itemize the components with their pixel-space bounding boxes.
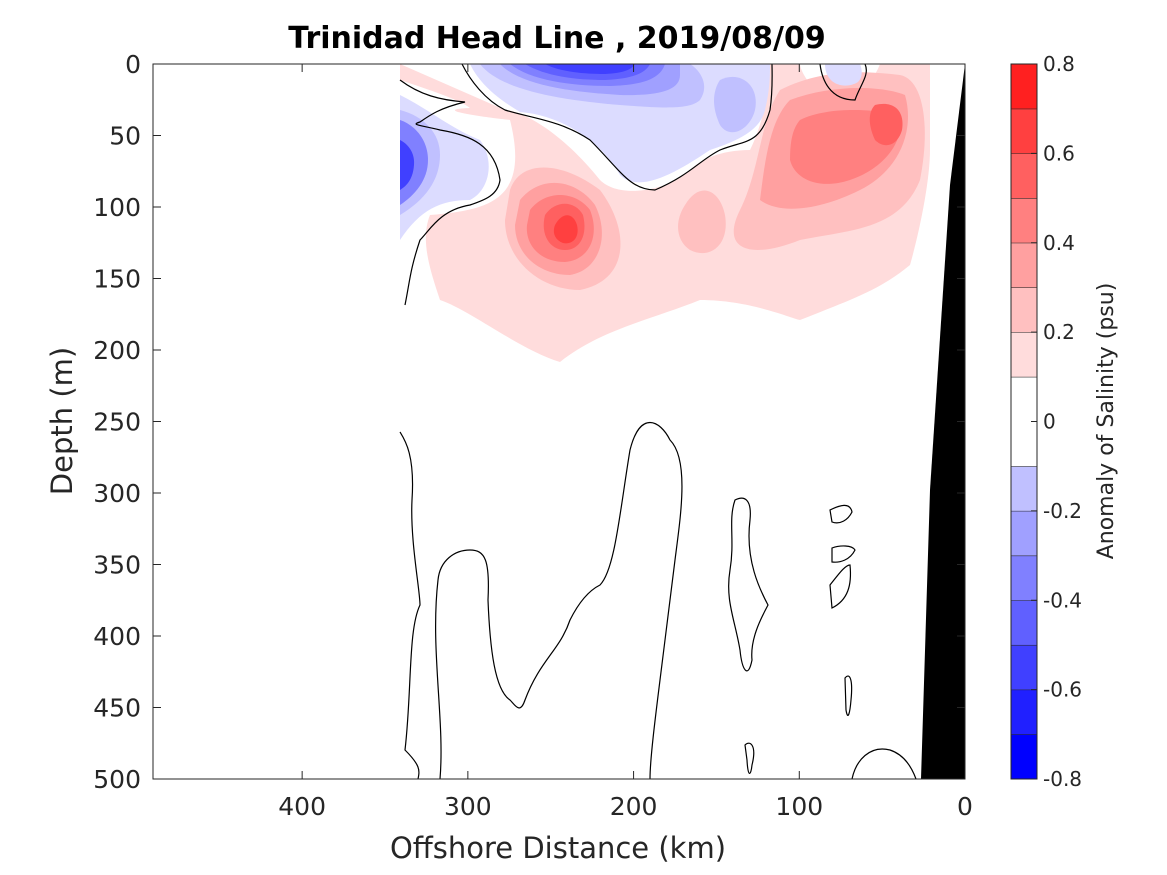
x-axis-ticks: 400 300 200 100 0	[278, 64, 973, 821]
plot-area	[152, 63, 966, 780]
colorbar-segment	[1011, 153, 1037, 199]
colorbar-segment	[1011, 64, 1037, 109]
x-tick-label: 300	[444, 792, 492, 821]
contour-line	[829, 504, 853, 524]
contour-line	[728, 497, 769, 672]
colorbar-segment	[1011, 644, 1037, 690]
y-tick-label: 400	[93, 622, 141, 651]
colorbar-segment	[1011, 466, 1037, 511]
contour-fill-positive-0.5-nearshore	[869, 103, 903, 146]
x-tick-label: 200	[610, 792, 658, 821]
contour-line	[831, 545, 856, 563]
y-axis-label: Depth (m)	[45, 347, 79, 495]
contour-fill-positive-0.2-mid	[678, 190, 726, 254]
contour-line	[399, 431, 421, 779]
colorbar-segment	[1011, 332, 1037, 377]
colorbar-tick-label: 0.2	[1043, 320, 1075, 344]
contour-fill-layer	[400, 64, 930, 362]
contour-line	[844, 675, 853, 716]
colorbar-tick-label: -0.4	[1043, 588, 1082, 612]
y-tick-label: 350	[93, 551, 141, 580]
x-tick-label: 400	[278, 792, 326, 821]
y-tick-label: 250	[93, 408, 141, 437]
colorbar-segment	[1011, 510, 1037, 556]
y-tick-label: 150	[93, 265, 141, 294]
contour-fill-negative-0.1-top	[825, 64, 862, 86]
contour-line	[461, 64, 773, 191]
colorbar-segment	[1011, 287, 1037, 333]
colorbar-segment	[1011, 108, 1037, 154]
bathymetry-bottom	[921, 64, 965, 779]
y-tick-label: 0	[125, 50, 141, 79]
colorbar-segment	[1011, 242, 1037, 288]
colorbar-tick-label: 0.8	[1043, 52, 1075, 76]
contour-fill-negative-0.6	[545, 64, 635, 74]
contour-fill-negative-0.6-inshore	[400, 140, 415, 190]
contour-line	[744, 742, 755, 774]
colorbar-tick-label: -0.6	[1043, 678, 1082, 702]
contour-fill-positive-0.6	[553, 215, 578, 244]
colorbar-label: Anomaly of Salinity (psu)	[1094, 283, 1119, 560]
x-tick-label: 0	[957, 792, 973, 821]
y-axis-ticks: 0 50 100 150 200 250 300 350 400 450 500	[93, 50, 965, 794]
contour-line	[851, 748, 917, 779]
colorbar-segment	[1011, 198, 1037, 243]
contour-line	[399, 79, 501, 306]
x-tick-label: 100	[775, 792, 823, 821]
zero-contour-lines	[399, 64, 917, 779]
contour-line	[435, 421, 683, 779]
colorbar: 0.8 0.6 0.4 0.2 0 -0.2 -0.4 -0.6 -0.8	[1010, 52, 1082, 791]
contour-line	[829, 564, 852, 609]
y-tick-label: 100	[93, 193, 141, 222]
colorbar-tick-label: 0.4	[1043, 231, 1075, 255]
y-tick-label: 300	[93, 479, 141, 508]
colorbar-segment	[1011, 689, 1037, 735]
colorbar-tick-label: -0.8	[1043, 767, 1082, 791]
colorbar-tick-label: 0.6	[1043, 141, 1075, 165]
colorbar-segment	[1011, 600, 1037, 645]
y-tick-label: 500	[93, 765, 141, 794]
contour-line	[819, 64, 867, 101]
colorbar-segment	[1011, 734, 1037, 779]
colorbar-tick-label: 0	[1043, 410, 1056, 434]
colorbar-tick-label: -0.2	[1043, 499, 1082, 523]
contour-fill-negative-0.2-east	[714, 76, 756, 133]
chart-title: Trinidad Head Line , 2019/08/09	[288, 21, 825, 56]
colorbar-segment	[1011, 555, 1037, 601]
y-tick-label: 50	[109, 122, 141, 151]
y-tick-label: 200	[93, 336, 141, 365]
x-axis-label: Offshore Distance (km)	[390, 831, 726, 865]
y-tick-label: 450	[93, 694, 141, 723]
